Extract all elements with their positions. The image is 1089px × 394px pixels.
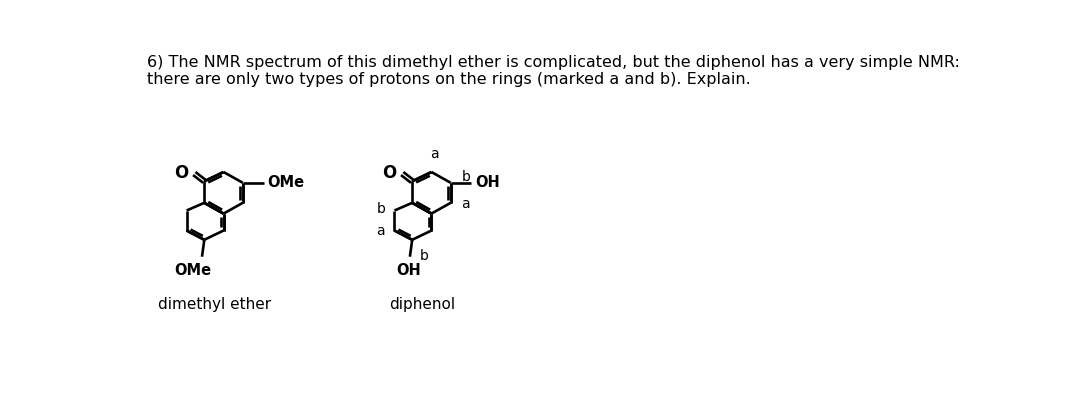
Text: OMe: OMe [268,175,305,190]
Text: 6) The NMR spectrum of this dimethyl ether is complicated, but the diphenol has : 6) The NMR spectrum of this dimethyl eth… [147,55,959,70]
Text: O: O [382,164,396,182]
Text: b: b [462,170,470,184]
Text: there are only two types of protons on the rings (marked a and b). Explain.: there are only two types of protons on t… [147,72,750,87]
Text: a: a [461,197,469,211]
Text: O: O [174,164,188,182]
Text: b: b [377,202,386,216]
Text: diphenol: diphenol [389,297,455,312]
Text: dimethyl ether: dimethyl ether [158,297,271,312]
Text: OMe: OMe [174,263,211,278]
Text: OH: OH [475,175,500,190]
Text: a: a [377,224,386,238]
Text: b: b [420,249,429,263]
Text: OH: OH [396,263,421,278]
Text: a: a [430,147,439,161]
